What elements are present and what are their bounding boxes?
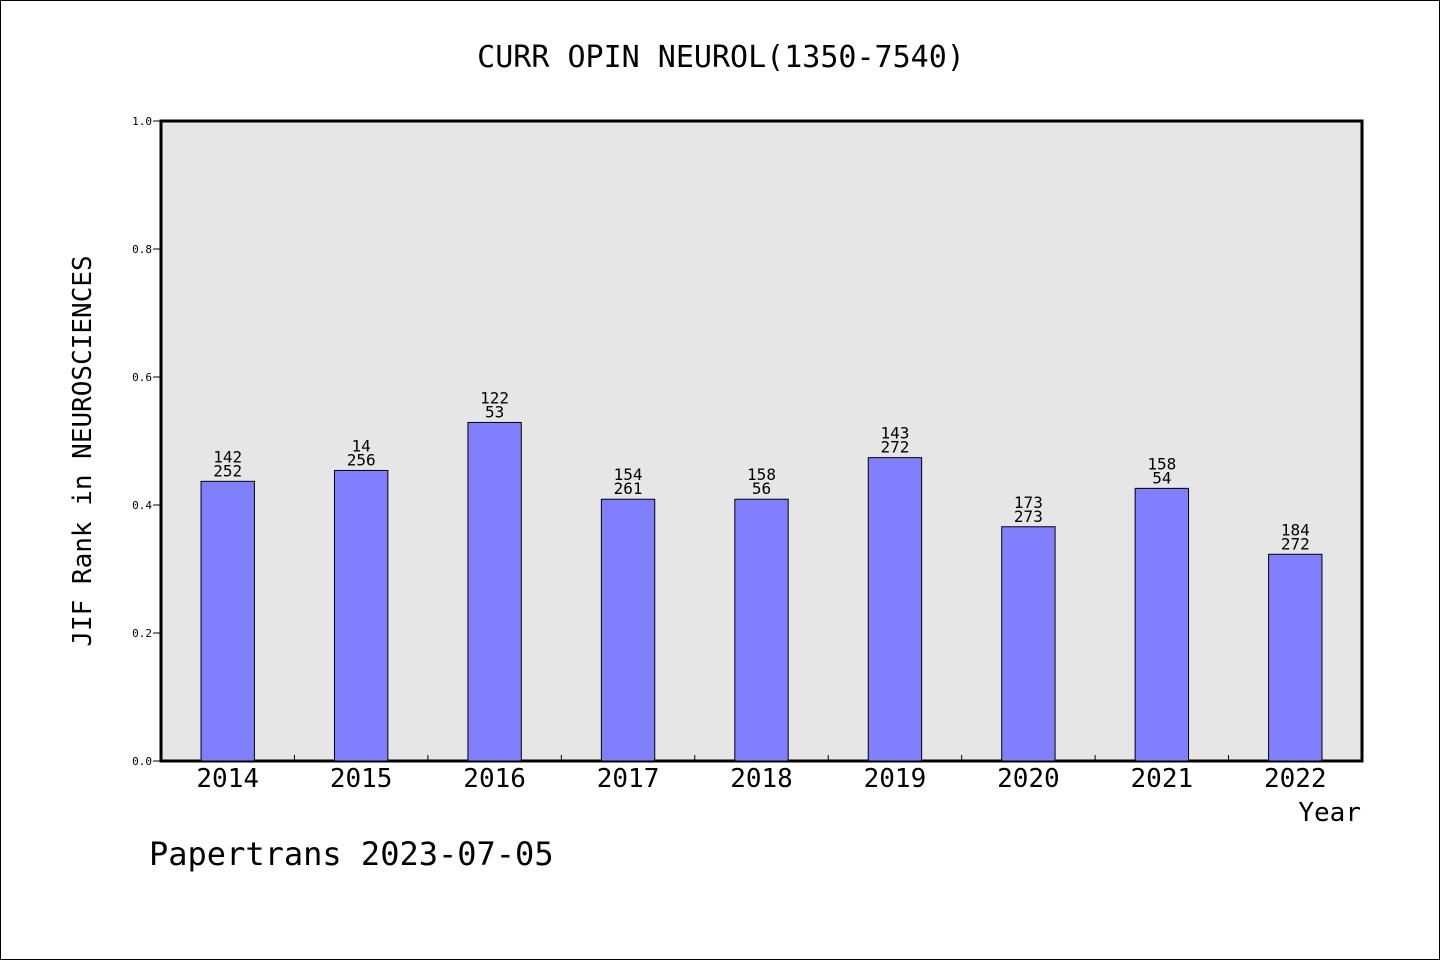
bar-label-bottom: 53 [485, 402, 504, 421]
bar-label-bottom: 272 [1281, 534, 1310, 553]
y-tick-label: 0.4 [132, 499, 152, 512]
bar [467, 421, 522, 762]
bar [1134, 487, 1190, 762]
bar-label-top: 122 [480, 388, 509, 407]
chart-title: CURR OPIN NEUROL(1350-7540) [477, 40, 965, 75]
bar-label-top: 158 [747, 465, 776, 484]
bar-label-top: 143 [880, 424, 909, 443]
x-tick-label: 2022 [1264, 764, 1327, 794]
x-axis: 2014 2015 2016 2017 2018 2019 2020 2021 2022 [196, 755, 1327, 794]
y-tick-label: 0.0 [132, 755, 152, 768]
y-tick-label: 1.0 [132, 115, 152, 128]
x-axis-label: Year [1298, 798, 1361, 828]
bar-label-top: 142 [213, 447, 242, 466]
bar [734, 498, 789, 762]
x-tick-label: 2016 [463, 764, 526, 794]
x-tick-label: 2019 [864, 764, 927, 794]
bar [1001, 526, 1056, 762]
x-tick-label: 2017 [597, 764, 660, 794]
x-tick-label: 2014 [196, 764, 259, 794]
bar-series [200, 421, 1323, 762]
bar [1268, 553, 1323, 762]
y-axis-label: JIF Rank in NEUROSCIENCES [68, 255, 98, 646]
bar-label-bottom: 261 [614, 479, 643, 498]
bar [867, 457, 923, 762]
bar-label-top: 173 [1014, 493, 1043, 512]
y-tick-label: 0.2 [132, 627, 152, 640]
bar-label-bottom: 273 [1014, 507, 1043, 526]
x-tick-label: 2015 [330, 764, 393, 794]
y-tick-label: 0.6 [132, 371, 152, 384]
x-tick-label: 2018 [730, 764, 793, 794]
bar-label-bottom: 56 [752, 479, 771, 498]
bar [333, 469, 389, 762]
x-tick-label: 2021 [1131, 764, 1194, 794]
watermark-text: Papertrans 2023-07-05 [149, 835, 554, 873]
bar-label-bottom: 256 [347, 450, 376, 469]
bar-label-bottom: 54 [1152, 468, 1171, 487]
bar [600, 498, 656, 762]
bar-data-labels: 1422521425612253154261158561432721732731… [213, 388, 1309, 553]
bar-label-bottom: 272 [880, 438, 909, 457]
y-tick-label: 0.8 [132, 243, 152, 256]
bar [200, 480, 255, 762]
bar-label-top: 14 [352, 436, 371, 455]
bar-label-top: 154 [614, 465, 643, 484]
y-axis: 0.0 0.2 0.4 0.6 0.8 1.0 [132, 115, 161, 768]
x-tick-label: 2020 [997, 764, 1060, 794]
bar-label-bottom: 252 [213, 461, 242, 480]
bar-label-top: 184 [1281, 520, 1310, 539]
bar-label-top: 158 [1147, 454, 1176, 473]
